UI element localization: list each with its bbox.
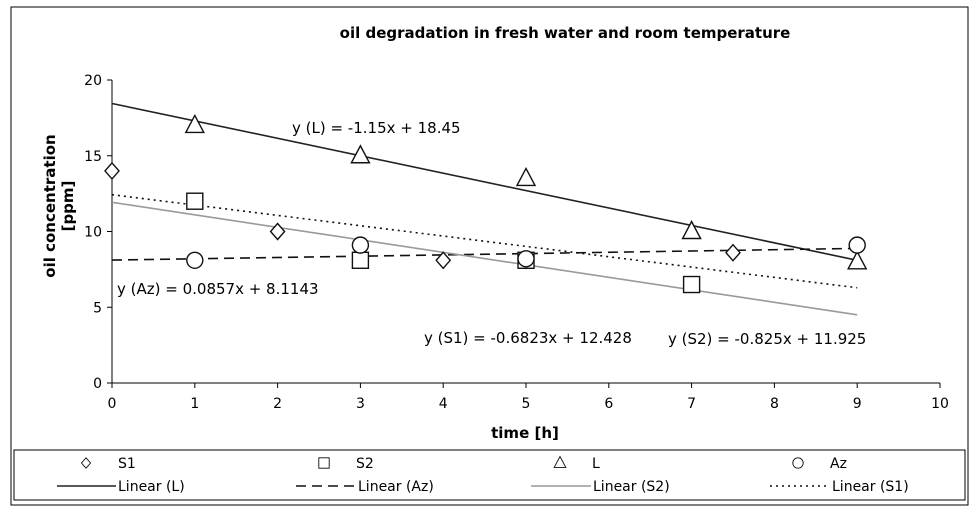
x-tick-label: 0 bbox=[108, 396, 117, 412]
y-axis-title: oil concentration[ppm] bbox=[41, 134, 77, 277]
y-axis-title-group: oil concentration[ppm] bbox=[41, 134, 77, 277]
legend-label: Az bbox=[830, 456, 847, 472]
data-point-s2 bbox=[186, 192, 204, 210]
legend-item-linear-s2: Linear (S2) bbox=[531, 479, 670, 495]
data-point-s1 bbox=[269, 222, 286, 241]
data-point-l bbox=[681, 220, 702, 240]
data-point-s1 bbox=[725, 243, 741, 262]
data-point-az bbox=[186, 251, 204, 269]
data-point-l bbox=[847, 250, 868, 270]
legend-item-s2: S2 bbox=[318, 456, 374, 472]
equation-label-linear-az: y (Az) = 0.0857x + 8.1143 bbox=[117, 280, 319, 298]
x-tick-label: 7 bbox=[687, 396, 696, 412]
data-point-l bbox=[184, 113, 205, 134]
legend-label: L bbox=[592, 456, 600, 472]
trendline-linear-az bbox=[111, 247, 858, 261]
x-tick-label: 2 bbox=[273, 396, 282, 412]
x-tick-label: 5 bbox=[522, 396, 531, 412]
axes-layer: 0 1 2 3 4 5 6 7 8 9 10 0 5 10 15 20 bbox=[84, 73, 949, 412]
y-axis-title-line-1: oil concentration bbox=[41, 134, 59, 277]
legend-layer: S1 S2 L Az Linear (L) Linear (Az) Linear (S2) L… bbox=[57, 455, 909, 495]
legend-item-az: Az bbox=[792, 456, 847, 472]
legend-marker-s2 bbox=[318, 457, 330, 469]
data-point-l bbox=[350, 144, 371, 164]
legend-label: S1 bbox=[118, 456, 136, 472]
legend-item-linear-az: Linear (Az) bbox=[296, 479, 434, 495]
y-tick-label: 5 bbox=[93, 300, 102, 316]
x-tick-label: 9 bbox=[853, 396, 862, 412]
legend-label: Linear (S1) bbox=[832, 479, 909, 495]
legend-item-linear-l: Linear (L) bbox=[57, 479, 185, 495]
trendline-linear-l bbox=[111, 102, 858, 262]
x-axis-title: time [h] bbox=[491, 424, 559, 442]
legend-label: Linear (S2) bbox=[593, 479, 670, 495]
legend-marker-s1 bbox=[80, 457, 92, 469]
data-point-az bbox=[848, 236, 866, 254]
x-tick-label: 1 bbox=[190, 396, 199, 412]
data-point-l bbox=[515, 166, 537, 187]
equation-label-linear-s2: y (S2) = -0.825x + 11.925 bbox=[668, 330, 866, 348]
y-tick-label: 10 bbox=[84, 225, 102, 241]
legend-item-s1: S1 bbox=[80, 456, 136, 472]
chart-title: oil degradation in fresh water and room … bbox=[340, 24, 791, 42]
legend-box bbox=[13, 449, 966, 501]
equation-label-linear-s1: y (S1) = -0.6823x + 12.428 bbox=[424, 329, 632, 347]
legend-item-l: L bbox=[553, 455, 600, 472]
data-point-s1 bbox=[104, 161, 120, 180]
legend-label: Linear (L) bbox=[118, 479, 185, 495]
y-tick-label: 0 bbox=[93, 376, 102, 392]
y-tick-label: 20 bbox=[84, 73, 102, 89]
x-tick-label: 3 bbox=[356, 396, 365, 412]
legend-label: S2 bbox=[356, 456, 374, 472]
data-point-az bbox=[517, 250, 535, 268]
equation-label-linear-l: y (L) = -1.15x + 18.45 bbox=[292, 119, 461, 137]
legend-item-linear-s1: Linear (S1) bbox=[770, 479, 909, 495]
x-tick-label: 8 bbox=[770, 396, 779, 412]
trendline-layer bbox=[111, 102, 858, 316]
data-point-s1 bbox=[435, 251, 452, 270]
x-tick-label: 10 bbox=[931, 396, 949, 412]
equation-labels-layer: y (L) = -1.15x + 18.45 y (Az) = 0.0857x +… bbox=[117, 119, 866, 348]
x-tick-label: 4 bbox=[439, 396, 448, 412]
data-points-layer bbox=[104, 113, 868, 294]
legend-label: Linear (Az) bbox=[358, 479, 434, 495]
x-tick-label: 6 bbox=[604, 396, 613, 412]
data-point-az bbox=[351, 236, 370, 254]
y-tick-label: 15 bbox=[84, 149, 102, 165]
data-point-s2 bbox=[351, 251, 370, 269]
trendline-linear-s2 bbox=[111, 201, 858, 316]
legend-marker-az bbox=[792, 457, 804, 469]
chart-frame bbox=[10, 6, 969, 506]
trendline-linear-s1 bbox=[111, 193, 858, 289]
legend-marker-l bbox=[553, 455, 567, 469]
data-point-s2 bbox=[682, 275, 701, 294]
y-axis-title-line-2: [ppm] bbox=[59, 181, 77, 232]
